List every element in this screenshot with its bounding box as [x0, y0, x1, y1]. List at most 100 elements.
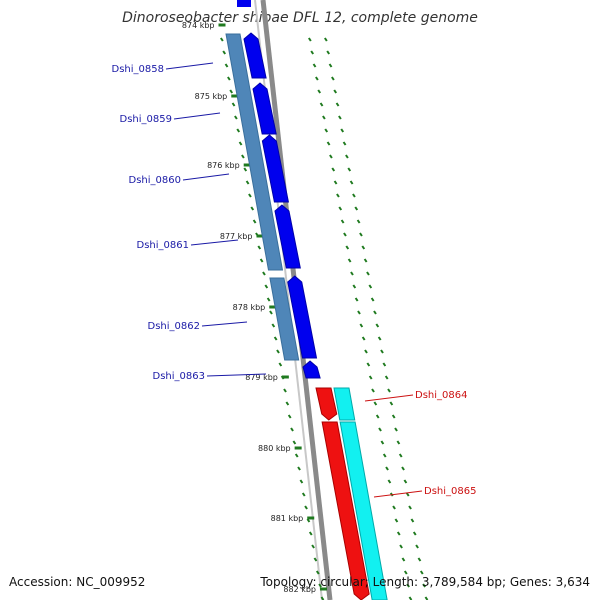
guide-dash [229, 89, 234, 94]
reverse-cds-arrow [321, 421, 370, 600]
guide-dash [417, 557, 422, 562]
guide-dash [391, 414, 396, 419]
forward-cds-arrow [243, 32, 267, 79]
guide-dash [252, 219, 257, 224]
guide-dash [257, 245, 262, 250]
guide-dash [356, 219, 361, 224]
gene-label-dshi_0858: Dshi_0858 [112, 64, 164, 75]
forward-cds-arrow [287, 275, 318, 359]
guide-dash [278, 362, 283, 367]
guide-dash [412, 531, 417, 536]
guide-dash [419, 570, 424, 575]
guide-dash [231, 102, 236, 107]
guide-dash [333, 89, 338, 94]
guide-dash [364, 349, 368, 354]
guide-dash [338, 206, 343, 211]
guide-dash [342, 141, 347, 146]
guide-dash [313, 557, 318, 562]
scale-tick-label: 882 kbp [283, 585, 316, 594]
guide-dash [359, 323, 364, 328]
guide-dash [248, 193, 252, 198]
guide-dash [336, 193, 340, 198]
scale-tick-label: 880 kbp [258, 444, 291, 453]
guide-dash [329, 154, 333, 159]
guide-dash [401, 466, 405, 471]
guide-dash [378, 427, 382, 432]
guide-dash [238, 141, 243, 146]
guide-dash [331, 76, 335, 81]
left-guide-dashes [220, 37, 325, 600]
guide-dash [401, 557, 406, 562]
gene-label-dshi_0860: Dshi_0860 [129, 175, 181, 186]
genome-summary-text: Topology: circular; Length: 3,789,584 bp… [260, 575, 590, 589]
guide-dash [405, 492, 410, 497]
guide-dash [398, 453, 403, 458]
guide-dash [384, 375, 389, 380]
gene-leader-line [206, 373, 267, 377]
guide-dash [299, 479, 304, 484]
scale-tick-label: 879 kbp [245, 373, 278, 382]
guide-dash [366, 271, 370, 276]
guide-dash [273, 336, 278, 341]
gene-label-dshi_0859: Dshi_0859 [120, 114, 172, 125]
guide-dash [415, 544, 419, 549]
guide-dash [387, 479, 392, 484]
guide-dash [354, 297, 359, 302]
scale-tick-label: 878 kbp [233, 303, 266, 312]
guide-dash [343, 232, 347, 237]
forward-cds-arrow [302, 360, 321, 379]
guide-dash [345, 154, 349, 159]
guide-dash [262, 271, 266, 276]
guide-dash [292, 440, 297, 445]
guide-dash [368, 375, 373, 380]
guide-dash [312, 63, 317, 68]
guide-dash [311, 544, 315, 549]
gene-label-dshi_0862: Dshi_0862 [148, 321, 200, 332]
gene-label-dshi_0861: Dshi_0861 [137, 240, 189, 251]
guide-dash [350, 271, 354, 276]
guide-dash [375, 414, 380, 419]
gene-label-dshi_0865: Dshi_0865 [424, 486, 476, 497]
right-guide-dashes [308, 37, 413, 600]
gene-leader-line [173, 112, 221, 120]
gene-block-cyan [339, 421, 388, 600]
scale-tick-label: 874 kbp [182, 21, 215, 30]
guide-dash [276, 349, 280, 354]
guide-dash [301, 492, 306, 497]
guide-dash [347, 258, 352, 263]
guide-dash [222, 50, 227, 55]
guide-dash [406, 583, 410, 588]
guide-dash [389, 401, 394, 406]
guide-dash [394, 427, 398, 432]
guide-dash [317, 89, 322, 94]
guide-dash [399, 544, 403, 549]
forward-cds-arrow [252, 82, 277, 135]
guide-dash [345, 245, 350, 250]
guide-dash [326, 50, 331, 55]
guide-dash [403, 479, 408, 484]
guide-dash [352, 193, 356, 198]
guide-dash [366, 362, 371, 367]
guide-dash [410, 518, 415, 523]
forward-cds-arrow [261, 134, 290, 203]
guide-dash [380, 440, 385, 445]
guide-dash [308, 37, 312, 42]
guide-dash [264, 284, 269, 289]
guide-dash [340, 219, 345, 224]
gene-block-1 [225, 33, 284, 271]
guide-dash [359, 232, 363, 237]
guide-dash [396, 531, 401, 536]
guide-dash [373, 310, 377, 315]
guide-dash [333, 180, 338, 185]
scale-tick-label: 876 kbp [207, 161, 240, 170]
guide-dash [290, 427, 294, 432]
guide-dash [285, 401, 290, 406]
gene-leader-line [373, 490, 423, 498]
reverse-cds-arrow [315, 387, 338, 421]
guide-dash [403, 570, 408, 575]
guide-dash [382, 453, 387, 458]
guide-dash [250, 206, 255, 211]
guide-dash [266, 297, 271, 302]
guide-dash [385, 466, 389, 471]
guide-dash [318, 583, 322, 588]
